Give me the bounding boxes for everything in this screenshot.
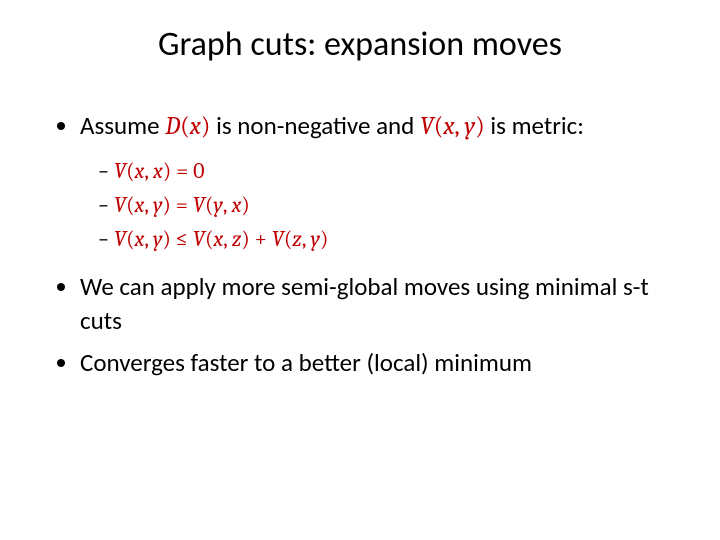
metric-symmetry: V(x, y) = V(y, x) (98, 188, 668, 222)
m: , (144, 192, 153, 218)
m: x (213, 226, 223, 252)
m: V (272, 226, 284, 252)
m: ) (320, 226, 328, 252)
math-V-open: ( (434, 112, 444, 141)
m: x (153, 158, 163, 184)
m: + (250, 226, 272, 252)
m: V (114, 192, 126, 218)
m: ) (163, 158, 171, 184)
math-V-close: ) (475, 112, 485, 141)
text-assume-pre: Assume (80, 110, 165, 141)
m: x (135, 192, 145, 218)
m: y (153, 226, 162, 252)
math-V-comma: , (455, 112, 465, 141)
m: ( (126, 226, 134, 252)
m: V (193, 192, 205, 218)
metric-sublist: V(x, x) = 0 V(x, y) = V(y, x) V(x, y) ≤ … (80, 154, 668, 256)
m: y (213, 192, 222, 218)
m: , (302, 226, 311, 252)
m: z (232, 226, 242, 252)
slide-title: Graph cuts: expansion moves (52, 24, 668, 65)
text-assume-mid: is non-negative and (210, 110, 420, 141)
math-V-a1: x (443, 112, 454, 141)
slide: Graph cuts: expansion moves Assume D(x) … (0, 0, 720, 540)
metric-triangle: V(x, y) ≤ V(x, z) + V(z, y) (98, 222, 668, 256)
m: ( (126, 192, 134, 218)
math-D: D (165, 112, 180, 141)
m: x (232, 192, 242, 218)
m: , (144, 226, 153, 252)
m: ) (163, 192, 171, 218)
m: x (135, 226, 145, 252)
m: , (144, 158, 153, 184)
m: , (223, 192, 232, 218)
bullet-assume: Assume D(x) is non-negative and V(x, y) … (80, 109, 668, 256)
m: ≤ (171, 226, 193, 252)
m: y (153, 192, 162, 218)
bullet-semi-global: We can apply more semi-global moves usin… (80, 270, 668, 338)
m: = 0 (171, 158, 204, 184)
m: = (171, 192, 193, 218)
m: ) (241, 226, 249, 252)
math-D-open: ( (180, 112, 190, 141)
math-V: V (420, 112, 434, 141)
m: ( (126, 158, 134, 184)
m: ) (241, 192, 249, 218)
text-assume-post: is metric: (485, 110, 584, 141)
bullet-list: Assume D(x) is non-negative and V(x, y) … (52, 109, 668, 379)
math-D-arg: x (190, 112, 201, 141)
m: x (135, 158, 145, 184)
m: V (114, 158, 126, 184)
m: ) (163, 226, 171, 252)
bullet-converges: Converges faster to a better (local) min… (80, 346, 668, 380)
m: , (223, 226, 232, 252)
m: V (193, 226, 205, 252)
m: y (311, 226, 320, 252)
metric-identity: V(x, x) = 0 (98, 154, 668, 188)
math-V-a2: y (464, 112, 475, 141)
m: z (292, 226, 302, 252)
m: V (114, 226, 126, 252)
